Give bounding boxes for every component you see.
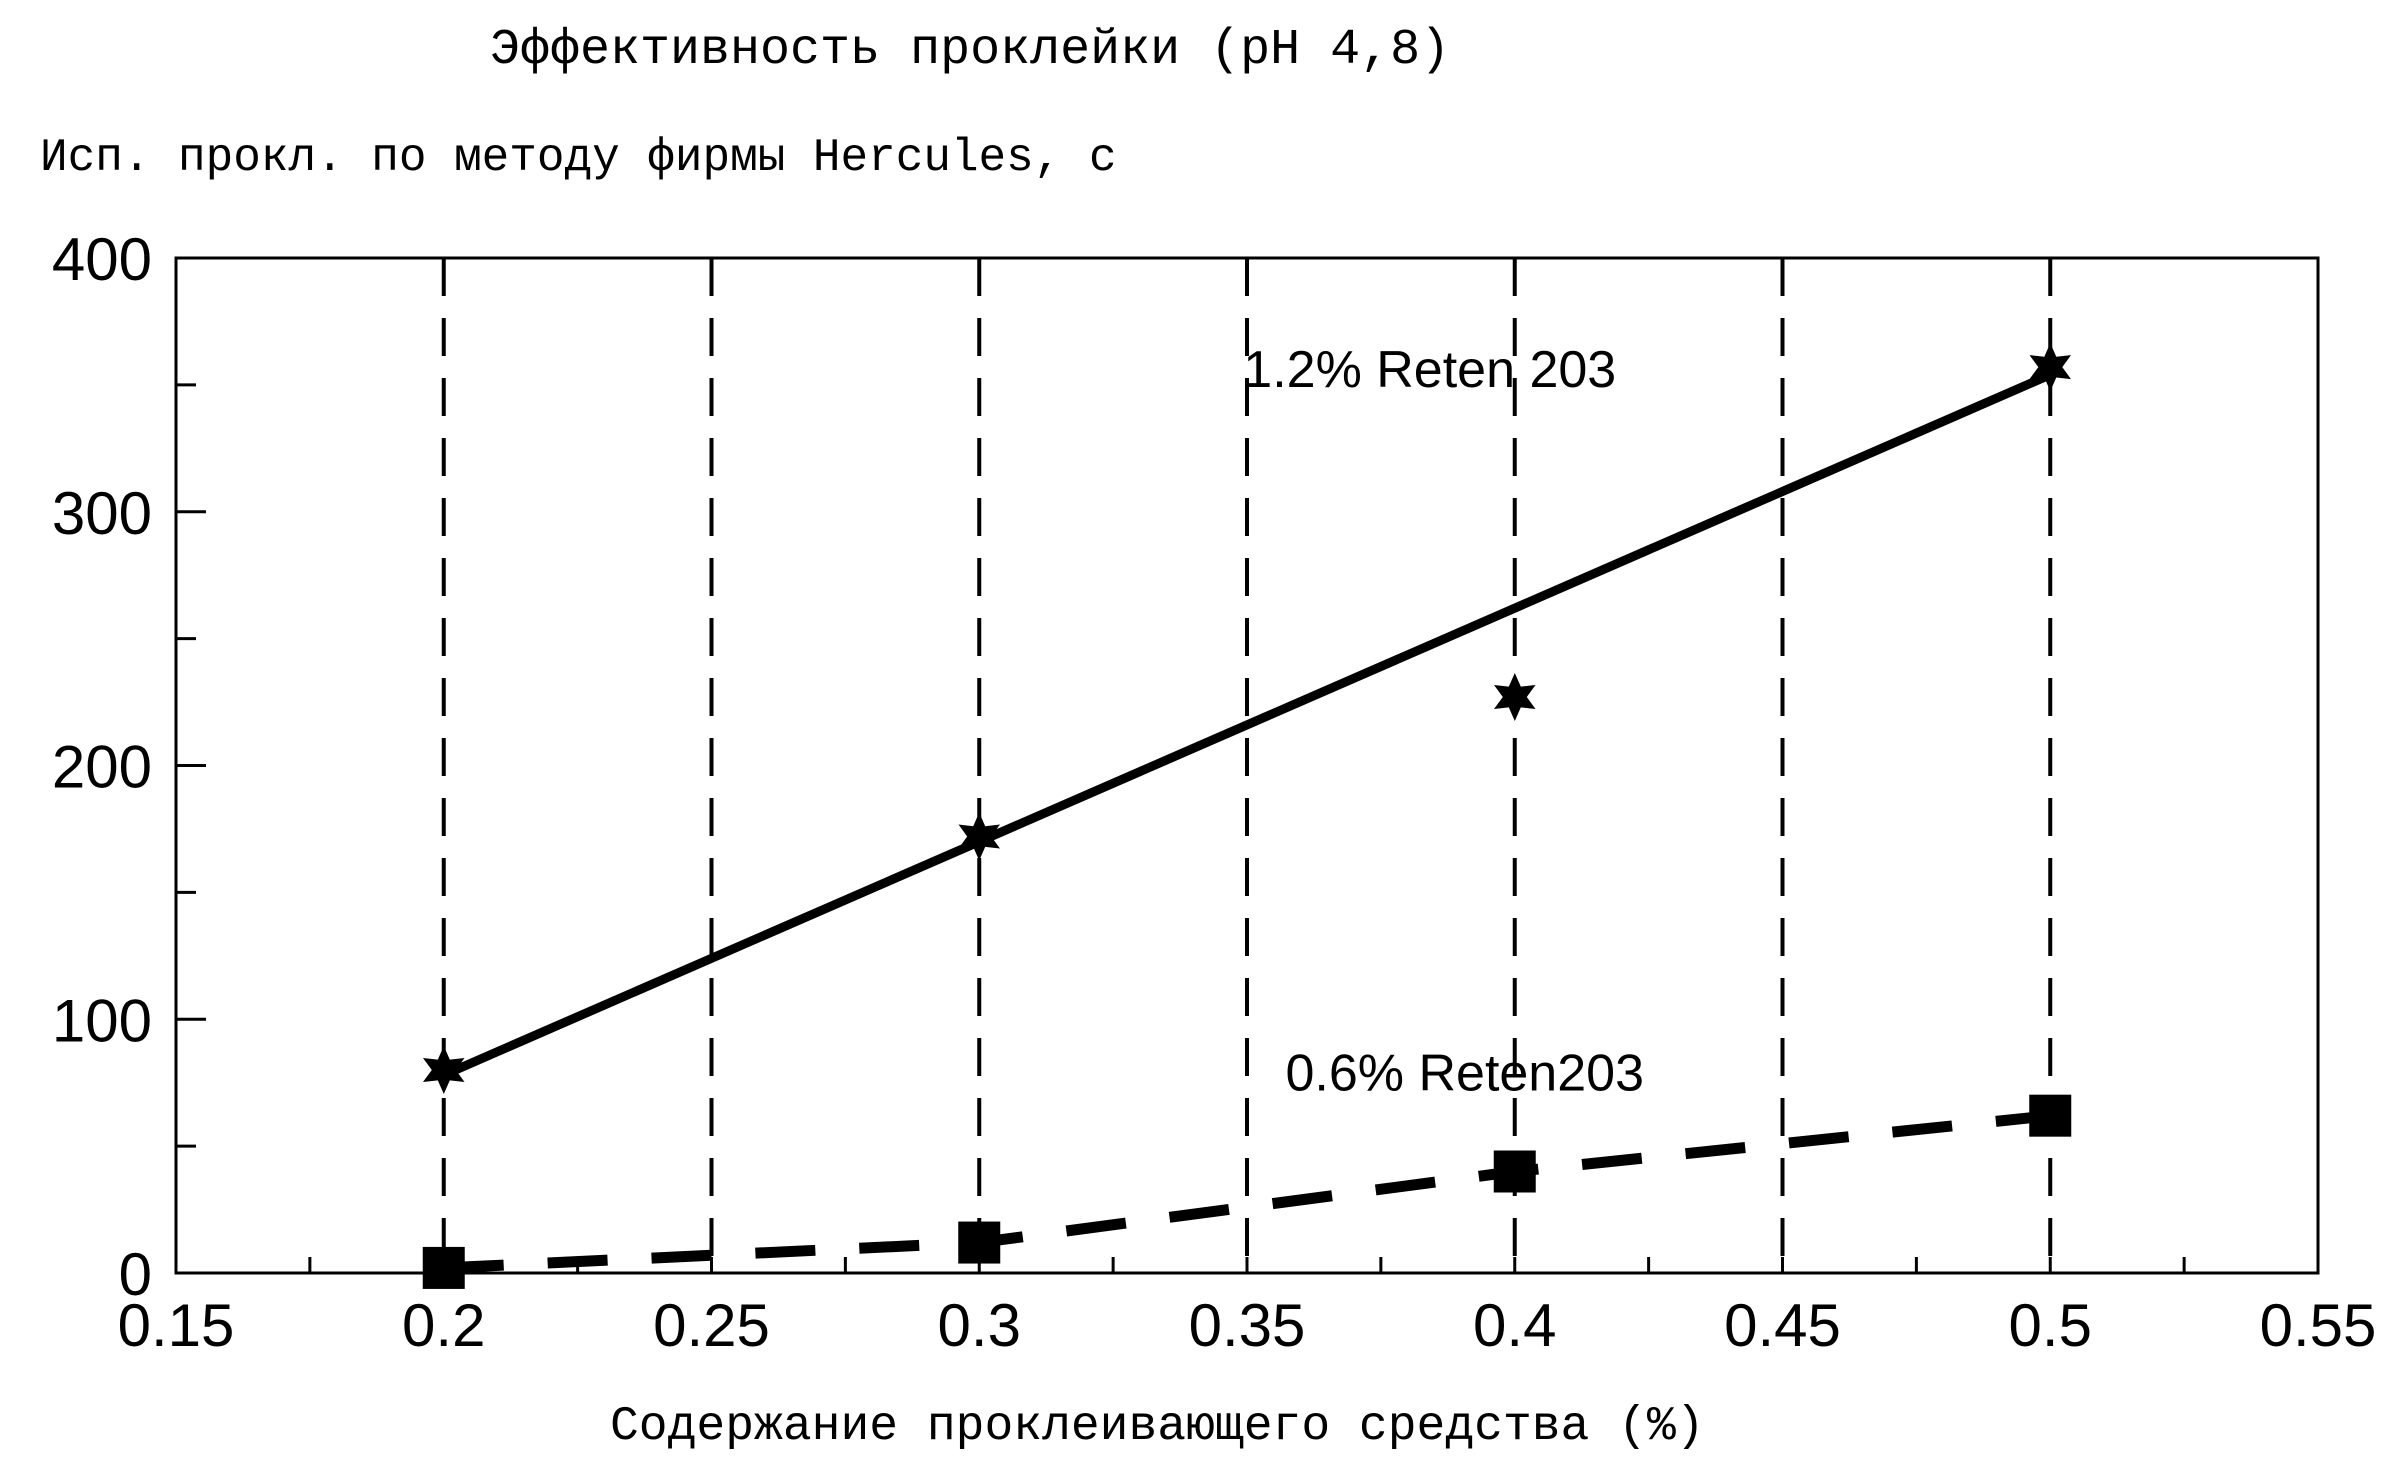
y-tick-label: 200 — [52, 734, 152, 801]
grid-lines — [444, 258, 2051, 1273]
y-tick-label: 300 — [52, 480, 152, 547]
square-marker — [958, 1222, 1000, 1264]
square-marker — [423, 1247, 465, 1289]
x-axis-label: Содержание проклеивающего средства (%) — [610, 1400, 1705, 1454]
series-label: 1.2% Reten 203 — [1243, 341, 1616, 399]
x-tick-label: 0.25 — [653, 1292, 770, 1359]
series-label: 0.6% Reten203 — [1286, 1045, 1645, 1103]
x-tick-label: 0.4 — [1473, 1292, 1556, 1359]
x-tick-label: 0.45 — [1724, 1292, 1841, 1359]
x-tick-label: 0.55 — [2260, 1292, 2377, 1359]
x-tick-label: 0.2 — [402, 1292, 485, 1359]
y-tick-label: 400 — [52, 226, 152, 293]
x-tick-label: 0.35 — [1189, 1292, 1306, 1359]
star-marker — [1494, 673, 1536, 721]
x-tick-label: 0.3 — [938, 1292, 1021, 1359]
y-tick-label: 0 — [119, 1241, 152, 1308]
square-marker — [1494, 1151, 1536, 1193]
series-line — [444, 375, 2051, 1075]
square-marker — [2029, 1095, 2071, 1137]
y-tick-label: 100 — [52, 987, 152, 1054]
x-tick-label: 0.5 — [2009, 1292, 2092, 1359]
tick-labels: 0.150.20.250.30.350.40.450.50.5501002003… — [52, 226, 2377, 1359]
